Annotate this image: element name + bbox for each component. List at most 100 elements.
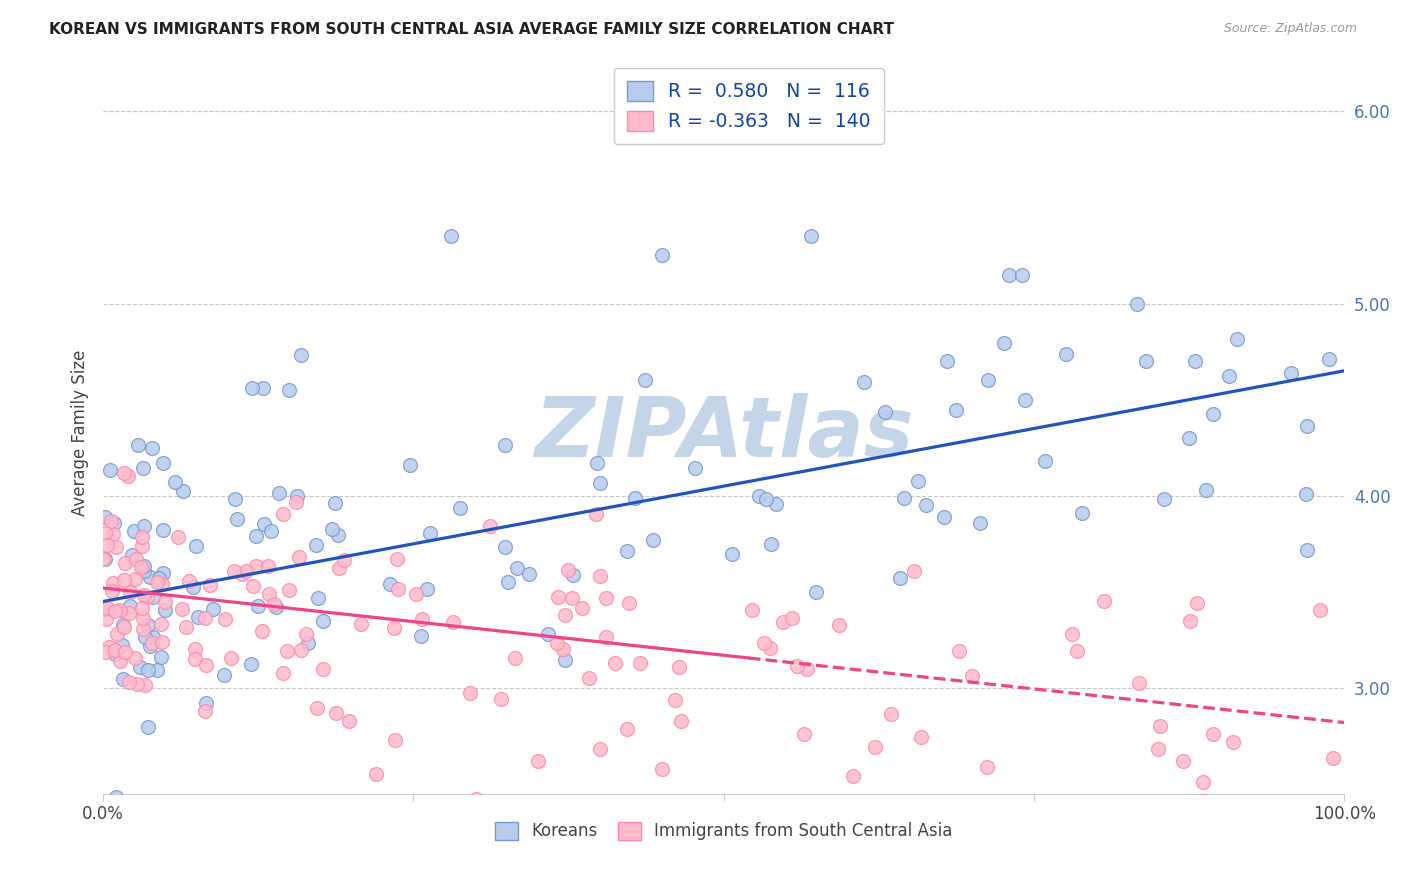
Point — [125, 677, 148, 691]
Point — [194, 658, 217, 673]
Point — [131, 600, 153, 615]
Point — [120, 585, 142, 599]
Point — [998, 268, 1021, 282]
Point — [934, 510, 956, 524]
Point — [1033, 454, 1056, 468]
Point — [398, 458, 420, 473]
Point — [290, 643, 312, 657]
Point — [118, 607, 141, 621]
Point — [1147, 742, 1170, 756]
Point — [842, 769, 865, 783]
Point — [149, 616, 172, 631]
Point — [93, 509, 115, 524]
Point — [276, 644, 298, 658]
Point — [1296, 542, 1319, 557]
Point — [537, 627, 560, 641]
Point — [554, 607, 576, 622]
Point — [94, 526, 117, 541]
Point — [1014, 393, 1036, 408]
Point — [132, 611, 155, 625]
Point — [800, 229, 823, 244]
Point — [267, 486, 290, 500]
Point — [589, 569, 612, 583]
Point — [103, 604, 125, 618]
Point — [384, 732, 406, 747]
Point — [1295, 487, 1317, 501]
Point — [242, 579, 264, 593]
Point — [1202, 727, 1225, 741]
Point — [278, 583, 301, 598]
Point — [124, 572, 146, 586]
Point — [366, 767, 388, 781]
Point — [134, 588, 156, 602]
Point — [1296, 418, 1319, 433]
Point — [305, 538, 328, 552]
Point — [761, 537, 783, 551]
Point — [385, 552, 408, 566]
Point — [1135, 354, 1157, 368]
Point — [93, 552, 115, 566]
Point — [755, 491, 778, 506]
Point — [263, 597, 285, 611]
Point — [1309, 603, 1331, 617]
Point — [239, 657, 262, 672]
Point — [114, 644, 136, 658]
Point — [103, 516, 125, 530]
Point — [1092, 594, 1115, 608]
Point — [323, 496, 346, 510]
Point — [489, 691, 512, 706]
Point — [93, 601, 115, 615]
Point — [893, 491, 915, 505]
Point — [852, 375, 875, 389]
Point — [142, 630, 165, 644]
Point — [1194, 794, 1216, 808]
Point — [772, 615, 794, 629]
Point — [278, 383, 301, 397]
Point — [273, 665, 295, 680]
Point — [138, 618, 160, 632]
Point — [1177, 431, 1199, 445]
Point — [479, 518, 502, 533]
Point — [290, 348, 312, 362]
Point — [969, 516, 991, 531]
Y-axis label: Average Family Size: Average Family Size — [72, 350, 89, 516]
Point — [441, 615, 464, 629]
Point — [141, 636, 163, 650]
Point — [132, 565, 155, 579]
Point — [172, 483, 194, 498]
Point — [179, 574, 201, 588]
Point — [380, 577, 402, 591]
Point — [741, 602, 763, 616]
Point — [111, 618, 134, 632]
Point — [112, 466, 135, 480]
Point — [153, 603, 176, 617]
Point — [285, 495, 308, 509]
Point — [111, 638, 134, 652]
Point — [1184, 354, 1206, 368]
Point — [526, 754, 548, 768]
Point — [1153, 492, 1175, 507]
Point — [595, 630, 617, 644]
Point — [1185, 596, 1208, 610]
Point — [1218, 368, 1240, 383]
Point — [132, 622, 155, 636]
Point — [295, 626, 318, 640]
Point — [546, 636, 568, 650]
Point — [1128, 676, 1150, 690]
Point — [1202, 407, 1225, 421]
Point — [759, 641, 782, 656]
Point — [112, 573, 135, 587]
Point — [96, 601, 118, 615]
Point — [880, 706, 903, 721]
Point — [101, 527, 124, 541]
Point — [129, 559, 152, 574]
Point — [105, 627, 128, 641]
Point — [557, 563, 579, 577]
Point — [183, 652, 205, 666]
Point — [252, 381, 274, 395]
Point — [100, 583, 122, 598]
Point — [326, 528, 349, 542]
Point — [793, 727, 815, 741]
Point — [98, 463, 121, 477]
Point — [578, 671, 600, 685]
